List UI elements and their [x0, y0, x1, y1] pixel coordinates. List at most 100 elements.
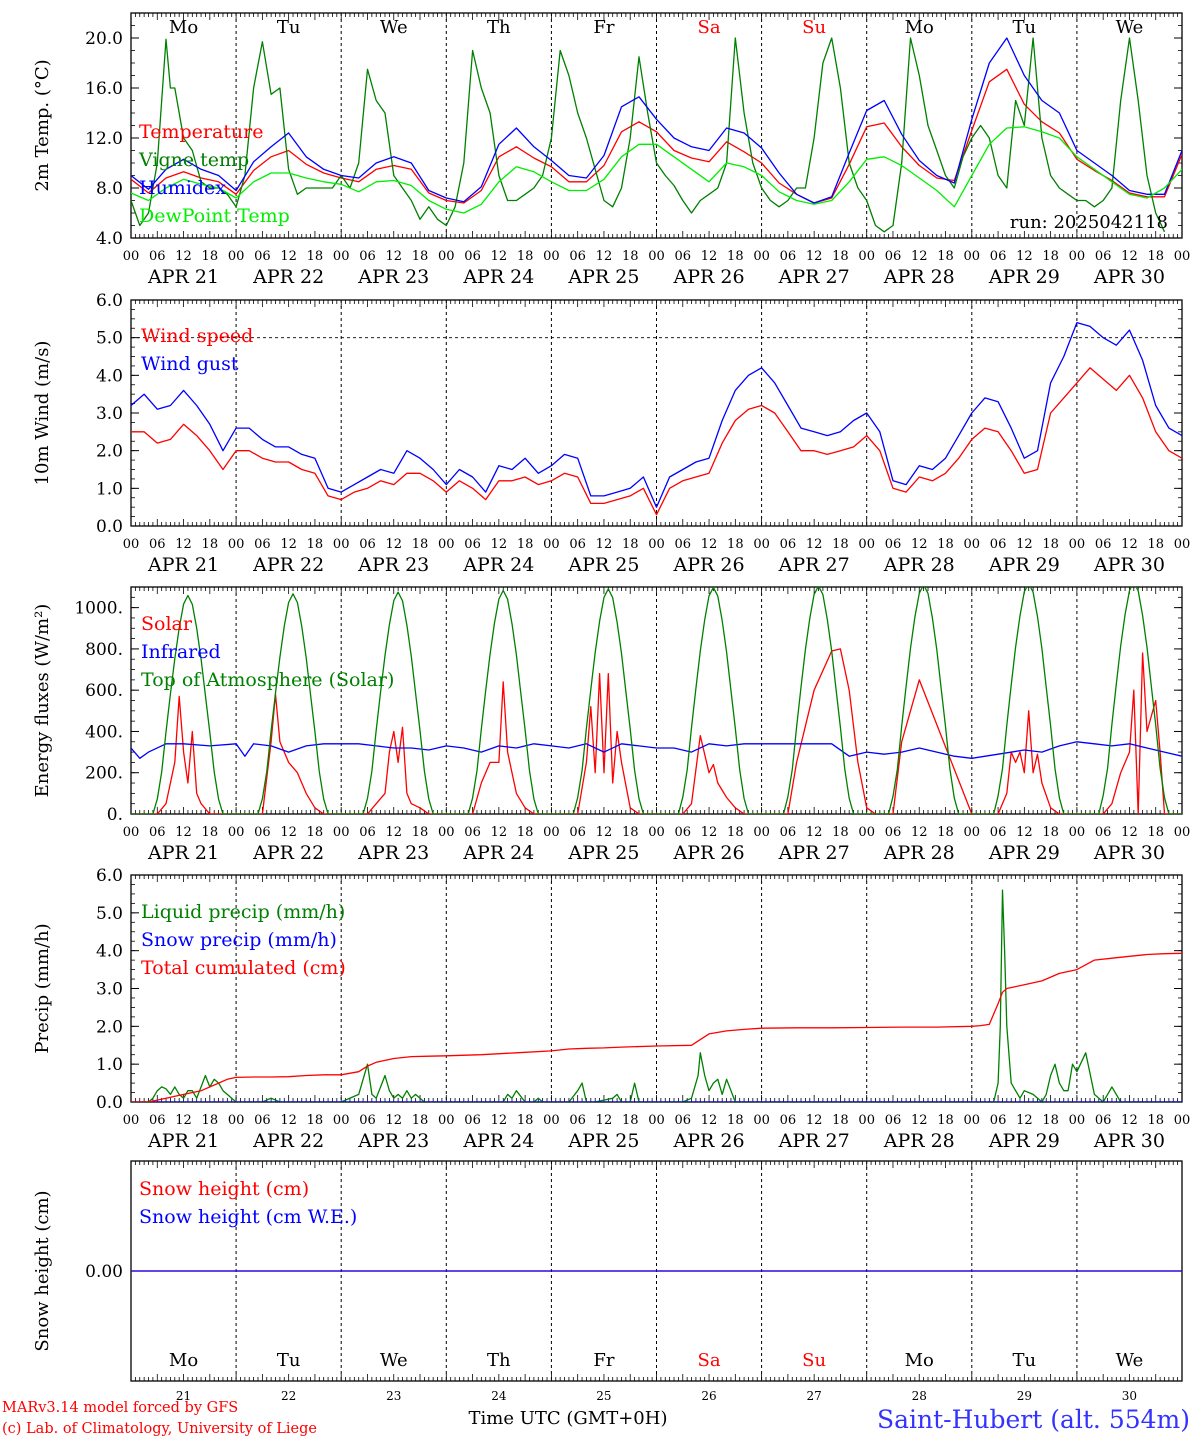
bottom-day-of-week-label: We: [380, 1350, 408, 1371]
hour-tick-label: 06: [149, 537, 166, 552]
hour-tick-label: 06: [990, 825, 1007, 840]
hour-tick-label: 06: [990, 1113, 1007, 1128]
y-tick-label: 1.0: [96, 1055, 123, 1075]
bottom-day-number-label: 21: [176, 1389, 191, 1403]
legend-entry: Solar: [141, 613, 193, 635]
hour-tick-label: 18: [202, 825, 219, 840]
hour-tick-label: 12: [175, 249, 192, 264]
hour-tick-label: 06: [359, 825, 376, 840]
hour-tick-label: 12: [806, 249, 823, 264]
date-label: APR 27: [778, 842, 850, 864]
date-label: APR 25: [567, 842, 639, 864]
hour-tick-label: 00: [438, 537, 455, 552]
hour-tick-label: 12: [701, 1113, 718, 1128]
date-label: APR 27: [778, 1130, 850, 1152]
date-label: APR 21: [147, 266, 219, 288]
hour-tick-label: 00: [964, 1113, 981, 1128]
hour-tick-label: 12: [1121, 825, 1138, 840]
y-tick-label: 200.: [85, 764, 123, 784]
hour-tick-label: 00: [228, 825, 245, 840]
hour-tick-label: 12: [596, 249, 613, 264]
hour-tick-label: 00: [648, 1113, 665, 1128]
series-line-wind-gust: [131, 321, 1182, 508]
legend-entry: Vigne temp: [138, 149, 249, 171]
date-label: APR 21: [147, 842, 219, 864]
y-tick-label: 4.0: [96, 229, 123, 249]
hour-tick-label: 00: [1174, 537, 1191, 552]
date-label: APR 25: [567, 554, 639, 576]
y-tick-label: 600.: [85, 681, 123, 701]
hour-tick-label: 18: [1147, 825, 1164, 840]
hour-tick-label: 12: [1121, 1113, 1138, 1128]
hour-tick-label: 06: [780, 1113, 797, 1128]
day-of-week-label: Mo: [905, 17, 934, 38]
hour-tick-label: 18: [202, 249, 219, 264]
hour-tick-label: 00: [123, 537, 140, 552]
hour-tick-label: 12: [1016, 537, 1033, 552]
hour-tick-label: 18: [832, 1113, 849, 1128]
bottom-day-number-label: 25: [596, 1389, 611, 1403]
hour-tick-label: 12: [385, 249, 402, 264]
hour-tick-label: 06: [1095, 1113, 1112, 1128]
hour-tick-label: 12: [280, 537, 297, 552]
date-label: APR 23: [357, 1130, 429, 1152]
date-label: APR 29: [988, 266, 1060, 288]
hour-tick-label: 06: [359, 249, 376, 264]
series-line-total-cumulated-cm-: [131, 952, 1182, 1102]
hour-tick-label: 06: [464, 1113, 481, 1128]
hour-tick-label: 00: [1174, 249, 1191, 264]
hour-tick-label: 12: [701, 825, 718, 840]
hour-tick-label: 00: [333, 825, 350, 840]
footer-xlabel: Time UTC (GMT+0H): [469, 1408, 668, 1429]
hour-tick-label: 00: [543, 537, 560, 552]
y-tick-label: 0.: [107, 805, 123, 825]
day-of-week-label: Su: [802, 17, 826, 38]
hour-tick-label: 12: [911, 1113, 928, 1128]
y-tick-label: 4.0: [96, 942, 123, 962]
series-line-humidex: [131, 37, 1182, 204]
hour-tick-label: 06: [254, 1113, 271, 1128]
hour-tick-label: 12: [491, 1113, 508, 1128]
hour-tick-label: 18: [412, 249, 429, 264]
y-tick-label: 400.: [85, 722, 123, 742]
y-axis-label: Snow height (cm): [32, 1190, 53, 1351]
y-axis-label: 2m Temp. (°C): [32, 59, 53, 191]
hour-tick-label: 00: [333, 537, 350, 552]
series-line-infrared: [131, 741, 1182, 759]
hour-tick-label: 00: [858, 249, 875, 264]
bottom-day-number-label: 22: [281, 1389, 296, 1403]
hour-tick-label: 06: [1095, 537, 1112, 552]
hour-tick-label: 00: [858, 1113, 875, 1128]
bottom-day-of-week-label: We: [1116, 1350, 1144, 1371]
hour-tick-label: 18: [202, 537, 219, 552]
hour-tick-label: 06: [675, 1113, 692, 1128]
hour-tick-label: 00: [333, 249, 350, 264]
hour-tick-label: 00: [1069, 1113, 1086, 1128]
hour-tick-label: 12: [385, 1113, 402, 1128]
y-tick-label: 1000.: [74, 599, 123, 619]
hour-tick-label: 06: [780, 249, 797, 264]
hour-tick-label: 12: [701, 249, 718, 264]
bottom-day-number-label: 26: [701, 1389, 716, 1403]
hour-tick-label: 18: [937, 537, 954, 552]
hour-tick-label: 18: [517, 1113, 534, 1128]
series-line-liquid-precip-mm-h-: [131, 889, 1182, 1102]
hour-tick-label: 00: [1174, 825, 1191, 840]
date-label: APR 22: [252, 554, 324, 576]
hour-tick-label: 12: [596, 1113, 613, 1128]
hour-tick-label: 18: [307, 1113, 324, 1128]
y-axis-label: Energy fluxes (W/m²): [32, 604, 53, 798]
date-label: APR 22: [252, 842, 324, 864]
hour-tick-label: 12: [806, 537, 823, 552]
hour-tick-label: 12: [701, 537, 718, 552]
hour-tick-label: 18: [307, 825, 324, 840]
legend-entry: Temperature: [139, 121, 263, 143]
hour-tick-label: 18: [832, 537, 849, 552]
y-tick-label: 4.0: [96, 366, 123, 386]
hour-tick-label: 00: [964, 249, 981, 264]
hour-tick-label: 06: [675, 825, 692, 840]
hour-tick-label: 18: [727, 537, 744, 552]
hour-tick-label: 12: [1121, 249, 1138, 264]
series-line-solar: [131, 648, 1182, 814]
date-label: APR 24: [462, 1130, 534, 1152]
